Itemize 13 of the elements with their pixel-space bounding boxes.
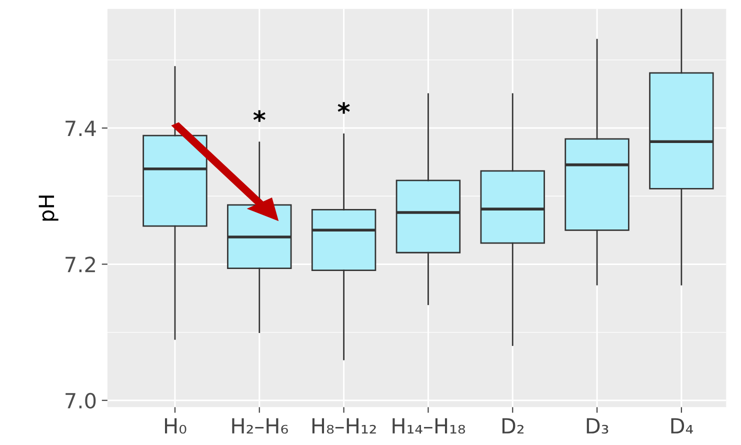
y-axis-title: pH	[38, 196, 58, 221]
x-tick-label: H₀	[165, 418, 186, 434]
y-tick-label: 7.4	[66, 120, 96, 136]
y-tick-label: 7.0	[66, 392, 96, 409]
annotation: *	[253, 110, 266, 122]
annotation: *	[338, 102, 350, 114]
y-tick-label: 7.2	[66, 256, 95, 272]
x-tick-label: H₁₄–H₁₈	[392, 418, 466, 434]
x-tick-label: D₄	[671, 418, 693, 434]
x-tick-label: D₃	[586, 418, 608, 434]
x-tick-label: H₈–H₁₂	[312, 418, 376, 434]
x-tick-label: H₂–H₆	[232, 418, 288, 434]
x-tick-label: D₂	[502, 418, 524, 434]
